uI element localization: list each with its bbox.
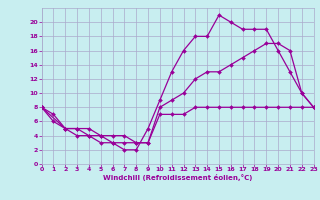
X-axis label: Windchill (Refroidissement éolien,°C): Windchill (Refroidissement éolien,°C) [103, 174, 252, 181]
